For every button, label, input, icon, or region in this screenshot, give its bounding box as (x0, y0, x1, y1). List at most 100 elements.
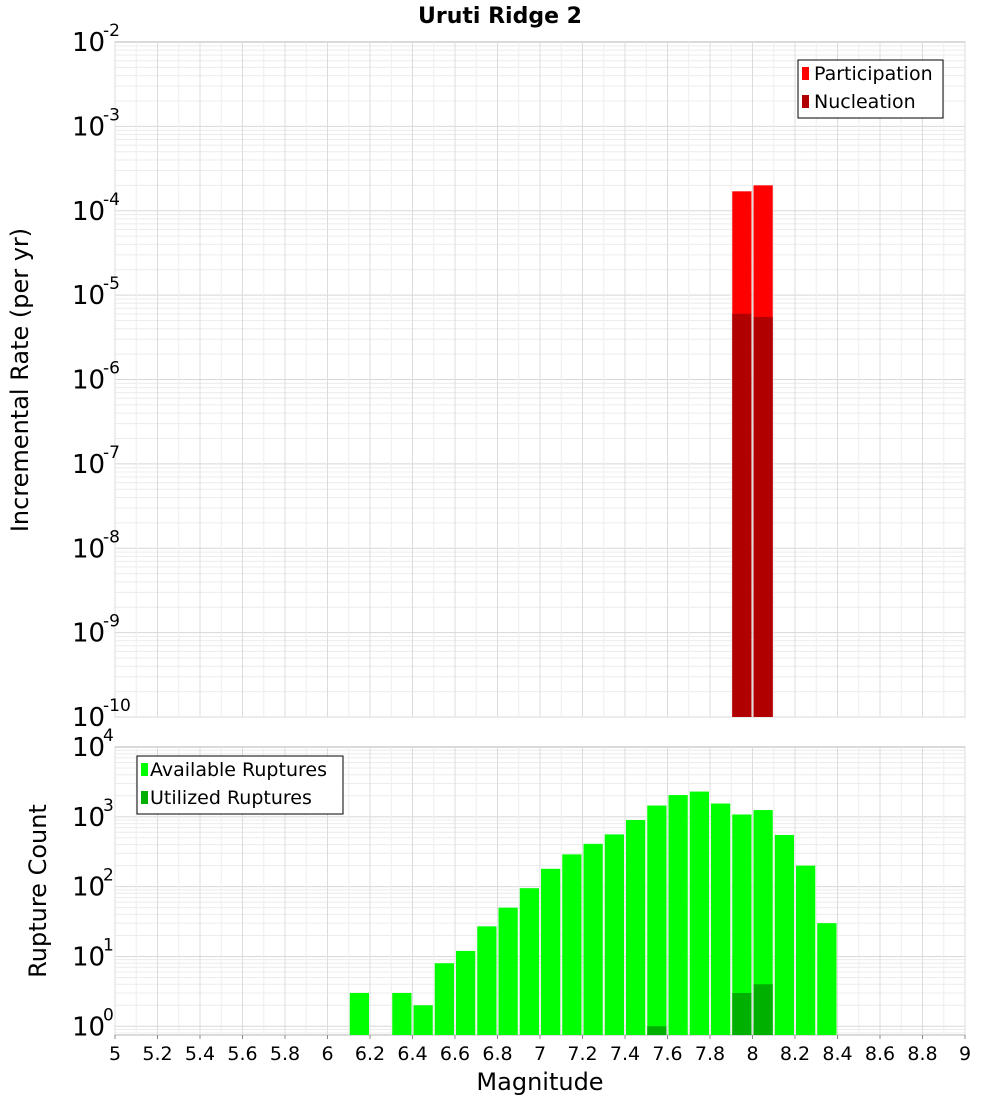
top-legend-box (797, 59, 944, 119)
y-tick-label: 10 (72, 619, 105, 649)
top-y-axis-label: Incremental Rate (per yr) (6, 228, 34, 532)
count-bar-available-ruptures (774, 834, 794, 1035)
y-tick-exponent: 4 (103, 726, 114, 746)
count-bar-available-ruptures (413, 1005, 433, 1035)
x-tick-label: 5.4 (185, 1043, 215, 1065)
y-tick-exponent: 0 (103, 1005, 114, 1025)
count-bar-available-ruptures (456, 950, 476, 1035)
count-bar-utilized-ruptures (647, 1026, 667, 1035)
top-legend: Participation Nucleation (797, 59, 944, 119)
count-bar-available-ruptures (626, 820, 646, 1035)
x-tick-label: 5.2 (142, 1043, 172, 1065)
y-tick-exponent: -3 (103, 105, 120, 125)
y-tick-exponent: -2 (103, 21, 120, 41)
legend-swatch-available (141, 763, 148, 776)
count-bar-available-ruptures (753, 810, 773, 1035)
y-tick-label: 10 (72, 873, 105, 903)
count-bar-available-ruptures (392, 992, 412, 1035)
y-tick-exponent: -10 (103, 696, 131, 716)
y-tick-label: 10 (72, 197, 105, 227)
x-tick-label: 5.8 (270, 1043, 300, 1065)
count-bar-available-ruptures (796, 865, 816, 1035)
count-bar-available-ruptures (562, 854, 582, 1035)
x-tick-label: 8 (746, 1043, 758, 1065)
x-tick-label: 6.2 (355, 1043, 385, 1065)
top-bars (732, 185, 773, 718)
legend-swatch-nucleation (802, 95, 809, 108)
count-bar-utilized-ruptures (732, 992, 752, 1035)
y-tick-label: 10 (72, 281, 105, 311)
rate-bar-nucleation (753, 317, 773, 717)
y-tick-label: 10 (72, 703, 105, 733)
legend-label-utilized: Utilized Ruptures (150, 787, 312, 809)
y-tick-exponent: -8 (103, 527, 120, 547)
count-bar-available-ruptures (689, 791, 709, 1035)
chart-title: Uruti Ridge 2 (418, 4, 582, 29)
count-bar-available-ruptures (711, 803, 731, 1035)
y-tick-label: 10 (72, 803, 105, 833)
x-tick-label: 7.4 (610, 1043, 640, 1065)
x-tick-label: 8.8 (907, 1043, 937, 1065)
count-bar-available-ruptures (519, 888, 539, 1035)
y-tick-exponent: 1 (103, 935, 114, 955)
y-tick-label: 10 (72, 28, 105, 58)
x-tick-label: 7 (534, 1043, 546, 1065)
x-tick-label: 9 (959, 1043, 971, 1065)
count-bar-available-ruptures (647, 805, 667, 1035)
y-tick-label: 10 (72, 450, 105, 480)
bottom-bars (349, 791, 837, 1035)
x-tick-label: 7.2 (567, 1043, 597, 1065)
y-tick-exponent: -7 (103, 443, 120, 463)
y-tick-label: 10 (72, 733, 105, 763)
count-bar-available-ruptures (604, 834, 624, 1035)
y-tick-exponent: 3 (103, 796, 114, 816)
x-tick-label: 8.4 (822, 1043, 852, 1065)
x-tick-label: 8.6 (865, 1043, 895, 1065)
count-bar-available-ruptures (817, 923, 837, 1035)
legend-swatch-utilized (141, 791, 148, 804)
legend-label-nucleation: Nucleation (814, 91, 916, 113)
y-tick-exponent: -9 (103, 612, 120, 632)
count-bar-available-ruptures (349, 992, 369, 1035)
bottom-legend: Available Ruptures Utilized Ruptures (136, 755, 344, 815)
count-bar-available-ruptures (668, 795, 688, 1035)
legend-label-participation: Participation (814, 63, 933, 85)
y-tick-exponent: -4 (103, 190, 120, 210)
top-grid (114, 42, 966, 718)
count-bar-available-ruptures (732, 814, 752, 1035)
legend-label-available: Available Ruptures (150, 759, 327, 781)
bottom-legend-box (136, 755, 344, 815)
x-tick-label: 7.8 (695, 1043, 725, 1065)
y-tick-exponent: -5 (103, 274, 120, 294)
y-tick-label: 10 (72, 1012, 105, 1042)
y-tick-exponent: -6 (103, 359, 120, 379)
x-tick-label: 5 (109, 1043, 121, 1065)
x-tick-label: 6.4 (397, 1043, 427, 1065)
y-tick-label: 10 (72, 534, 105, 564)
legend-swatch-participation (802, 67, 809, 80)
y-tick-label: 10 (72, 366, 105, 396)
bottom-y-axis-label: Rupture Count (24, 804, 52, 978)
x-tick-label: 7.6 (652, 1043, 682, 1065)
x-tick-label: 6.6 (440, 1043, 470, 1065)
x-tick-label: 8.2 (780, 1043, 810, 1065)
count-bar-available-ruptures (583, 843, 603, 1035)
y-tick-exponent: 2 (103, 866, 114, 886)
x-axis-label: Magnitude (476, 1068, 603, 1096)
x-ticks: 5 5.2 5.4 5.6 5.8 6 6.2 6.4 6.6 6.8 7 7.2 7.4 7.6 7.8 8… (109, 1035, 971, 1065)
count-bar-available-ruptures (541, 868, 561, 1035)
count-bar-available-ruptures (477, 926, 497, 1035)
y-tick-label: 10 (72, 112, 105, 142)
count-bar-utilized-ruptures (753, 984, 773, 1035)
x-tick-label: 6 (321, 1043, 333, 1065)
x-tick-label: 6.8 (482, 1043, 512, 1065)
rate-bar-nucleation (732, 313, 752, 717)
count-bar-available-ruptures (434, 963, 454, 1035)
x-tick-label: 5.6 (227, 1043, 257, 1065)
y-tick-label: 10 (72, 942, 105, 972)
